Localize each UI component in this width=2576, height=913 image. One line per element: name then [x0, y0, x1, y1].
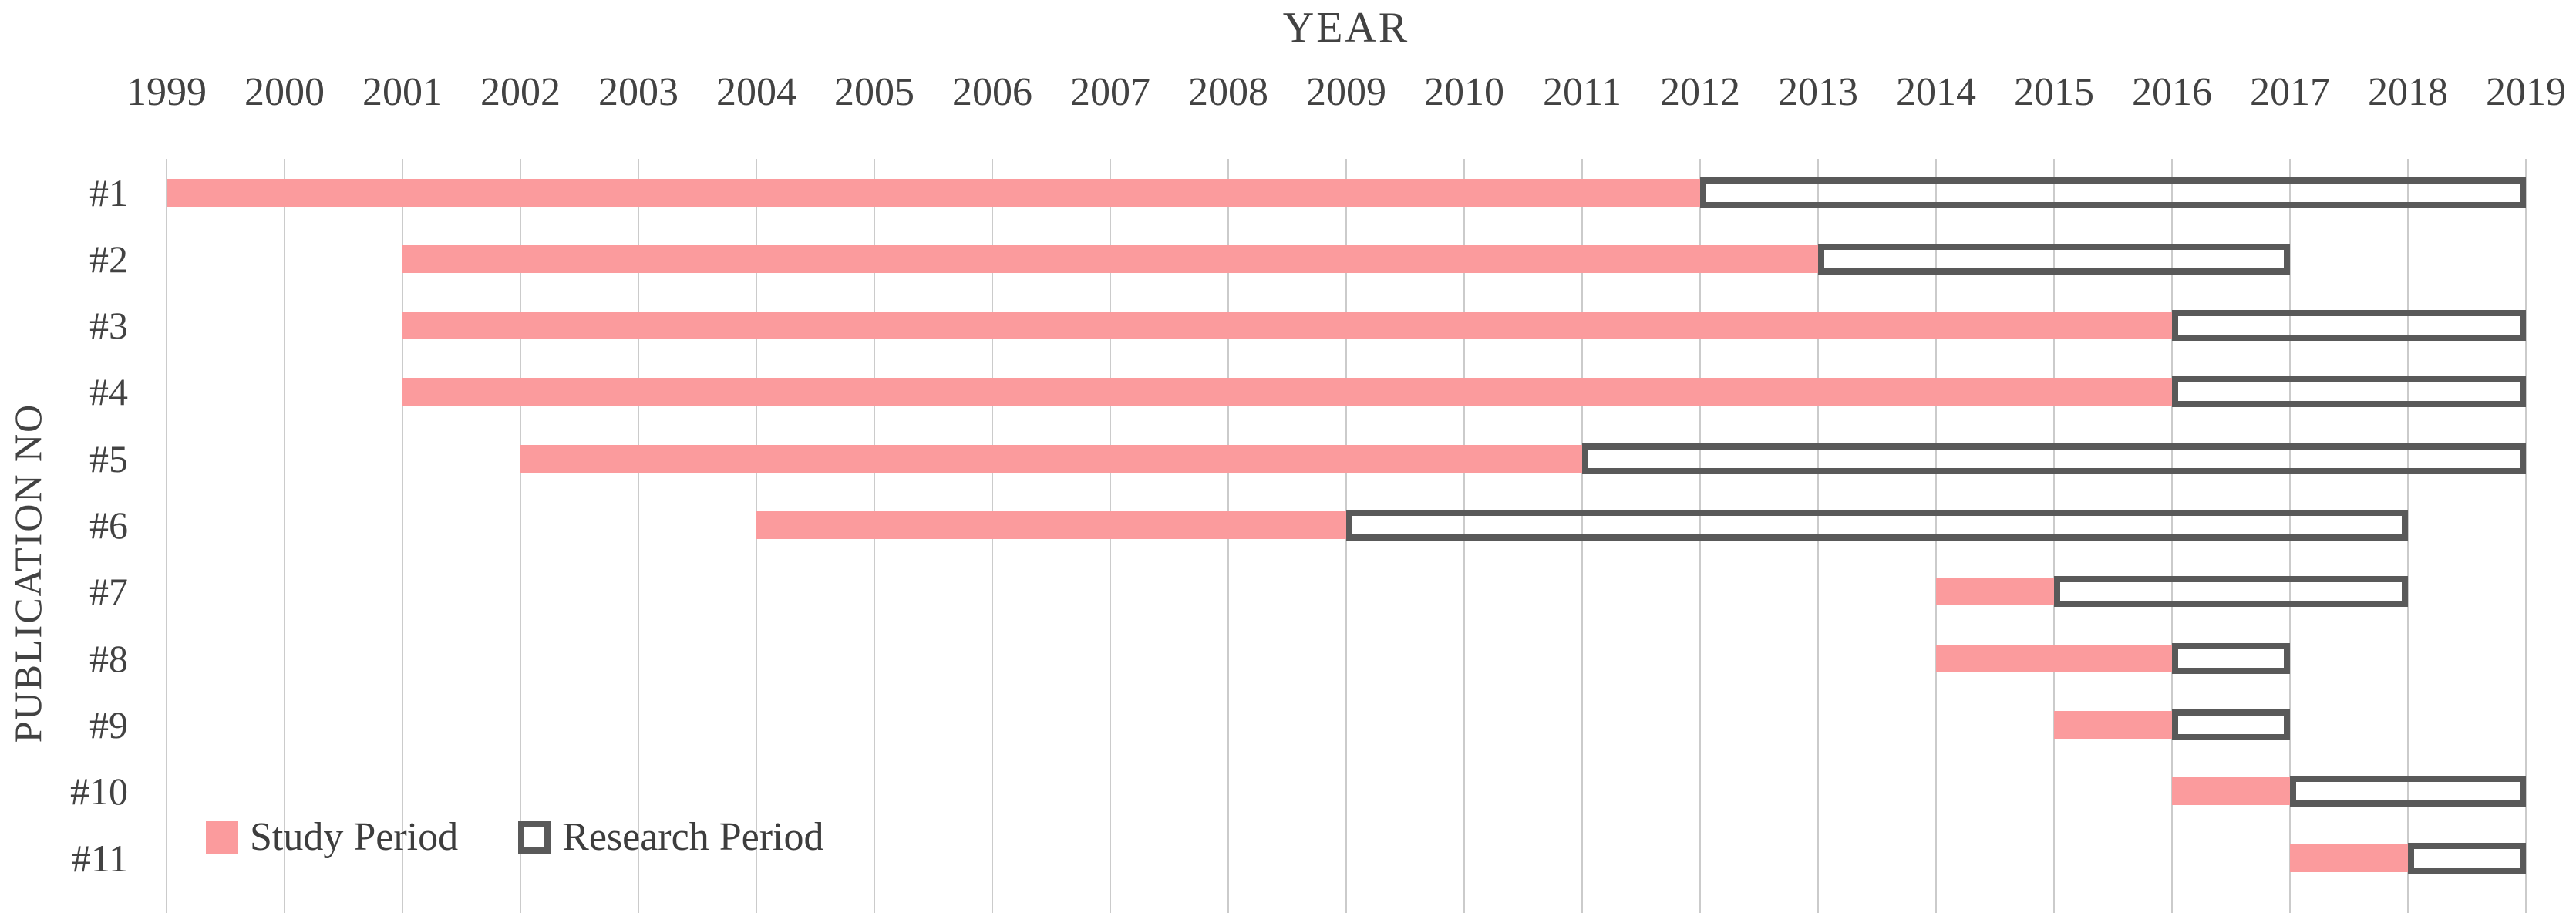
study-period-bar [2054, 710, 2172, 739]
x-tick-label: 2011 [1542, 70, 1622, 114]
legend-item-research-period: Research Period [518, 815, 824, 859]
research-period-bar [1582, 443, 2526, 474]
year-gridline [284, 159, 285, 913]
x-tick-label: 2002 [480, 70, 561, 114]
x-tick-label: 2018 [2368, 70, 2448, 114]
x-tick-label: 1999 [126, 70, 207, 114]
x-tick-label: 2014 [1896, 70, 1976, 114]
legend-label-study-period: Study Period [250, 815, 459, 859]
study-period-bar [2290, 844, 2408, 872]
x-tick-label: 2017 [2250, 70, 2330, 114]
year-gridline [402, 159, 403, 913]
study-period-bar [520, 444, 1582, 473]
x-tick-label: 2000 [244, 70, 325, 114]
y-tick-label: #6 [89, 504, 128, 547]
x-tick-label: 2013 [1778, 70, 1858, 114]
x-tick-label: 2005 [834, 70, 914, 114]
study-period-bar [2172, 777, 2290, 806]
study-period-bar [1936, 578, 2054, 606]
x-tick-label: 2004 [716, 70, 796, 114]
study-period-bar [167, 178, 1700, 207]
legend: Study Period Research Period [206, 815, 824, 859]
research-period-bar [2290, 776, 2526, 807]
research-period-bar [2172, 310, 2526, 342]
year-gridline [166, 159, 167, 913]
x-tick-label: 2008 [1188, 70, 1268, 114]
y-tick-label: #9 [89, 702, 128, 746]
year-gridline [2407, 159, 2409, 913]
study-period-bar [1936, 644, 2172, 672]
x-tick-label: 2009 [1306, 70, 1386, 114]
y-tick-label: #5 [89, 436, 128, 480]
year-gridline [520, 159, 521, 913]
x-tick-label: 2012 [1660, 70, 1740, 114]
x-tick-label: 2016 [2132, 70, 2212, 114]
legend-label-research-period: Research Period [562, 815, 824, 859]
x-tick-label: 2015 [2014, 70, 2094, 114]
y-tick-label: #1 [89, 170, 128, 214]
study-period-bar [756, 511, 1346, 539]
y-tick-label: #2 [89, 237, 128, 281]
research-period-bar [2054, 576, 2408, 608]
x-tick-label: 2003 [598, 70, 679, 114]
y-tick-label: #8 [89, 636, 128, 680]
y-tick-label: #10 [70, 770, 128, 814]
study-period-bar [402, 312, 2172, 340]
research-period-bar [1818, 243, 2290, 275]
research-period-bar [1346, 510, 2408, 541]
y-tick-label: #4 [89, 370, 128, 414]
study-period-bar [402, 378, 2172, 406]
research-period-bar [2408, 842, 2526, 874]
x-tick-label: 2019 [2486, 70, 2566, 114]
x-tick-label: 2007 [1070, 70, 1150, 114]
research-period-bar [2172, 376, 2526, 408]
legend-item-study-period: Study Period [206, 815, 459, 859]
x-tick-label: 2001 [362, 70, 443, 114]
y-tick-label: #7 [89, 570, 128, 614]
research-period-swatch-icon [518, 821, 551, 854]
research-period-bar [2172, 709, 2290, 740]
year-gridline [2525, 159, 2527, 913]
y-tick-label: #11 [71, 836, 128, 880]
x-axis-title: YEAR [1282, 4, 1410, 52]
x-tick-label: 2006 [952, 70, 1032, 114]
y-tick-label: #3 [89, 304, 128, 348]
research-period-bar [2172, 642, 2290, 674]
research-period-bar [1700, 177, 2526, 208]
study-period-bar [402, 244, 1818, 273]
x-tick-label: 2010 [1424, 70, 1504, 114]
study-period-swatch-icon [206, 821, 238, 854]
year-gridline [638, 159, 639, 913]
